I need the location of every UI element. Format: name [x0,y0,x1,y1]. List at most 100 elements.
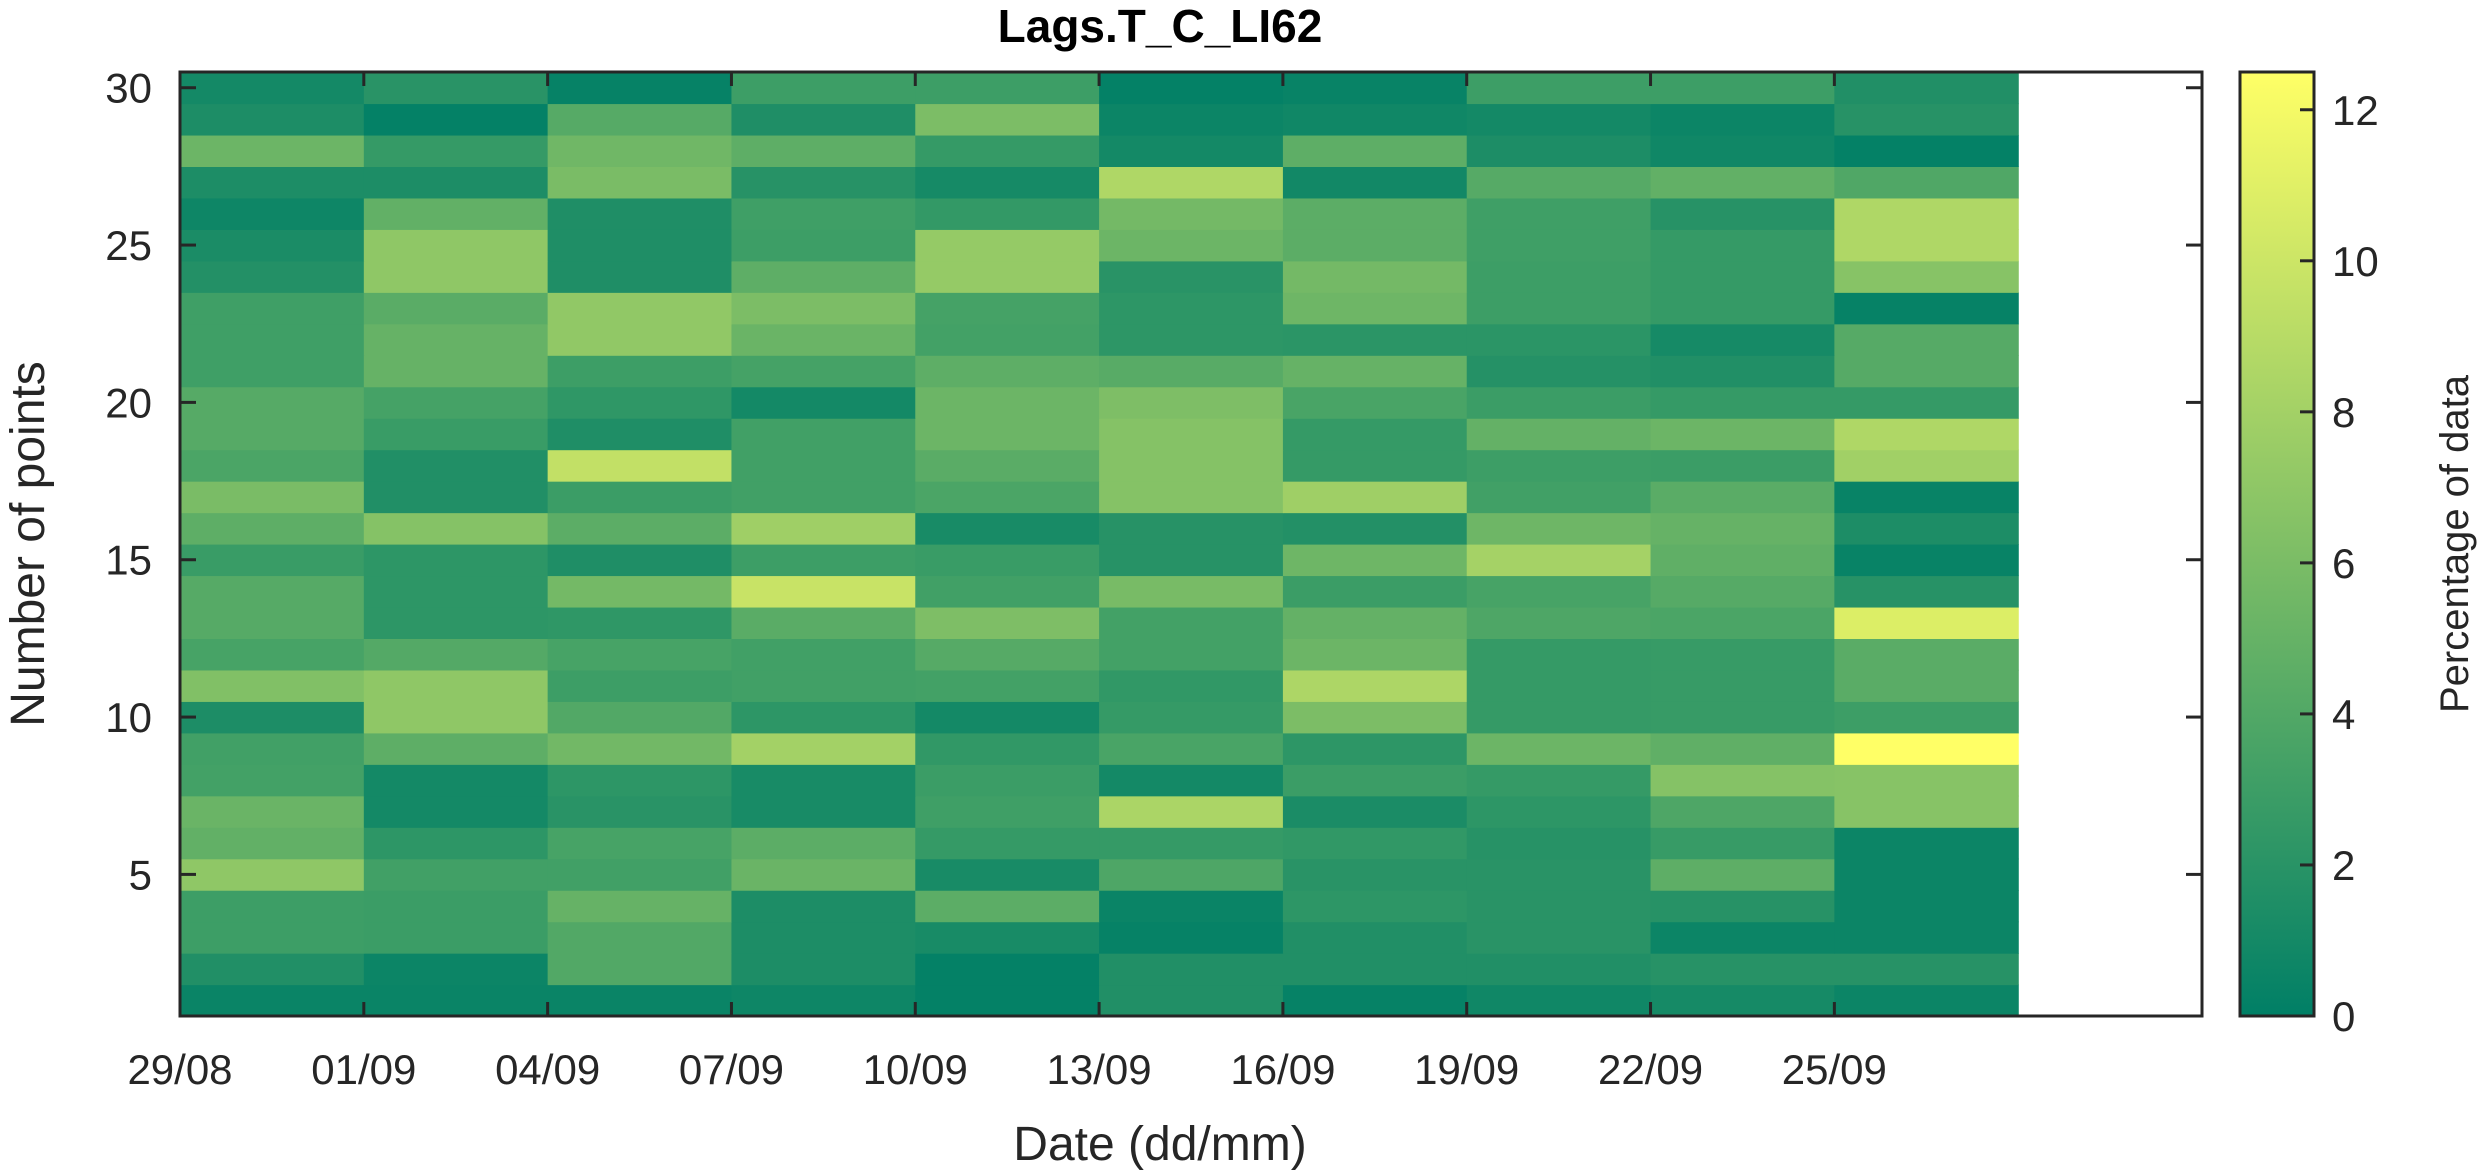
heatmap-cell [1834,890,2019,923]
heatmap-cell [1282,197,1468,230]
heatmap-cell [1834,795,2019,828]
heatmap-cell [547,890,733,923]
heatmap-cell [1834,72,2019,105]
heatmap-cell [180,984,365,1017]
heatmap-cell [915,764,1100,797]
x-tick-label: 01/09 [311,1046,416,1093]
heatmap-cell [1466,292,1652,325]
heatmap-cell [363,292,549,325]
y-tick-label: 10 [105,694,152,741]
heatmap-cell [1282,72,1468,105]
heatmap-cell [1099,764,1284,797]
heatmap-cell [547,103,733,136]
heatmap-cell [1650,795,1835,828]
heatmap-cell [731,512,916,545]
colorbar [2238,70,2316,1018]
heatmap-cell [1650,512,1835,545]
heatmap-cell [1650,386,1835,419]
heatmap-cell [1466,481,1652,514]
heatmap-cell [1282,323,1468,356]
heatmap-cell [1282,166,1468,199]
heatmap-cell [731,323,916,356]
heatmap-cell [363,984,549,1017]
chart-title: Lags.T_C_LI62 [998,0,1323,52]
heatmap-cell [180,355,365,388]
heatmap-cell [915,575,1100,608]
x-tick-label: 07/09 [679,1046,784,1093]
heatmap-cell [180,197,365,230]
heatmap-cell [915,481,1100,514]
heatmap-cell [547,858,733,891]
heatmap-cell [731,418,916,451]
heatmap-cell [1099,701,1284,734]
heatmap-cell [1099,827,1284,860]
heatmap-cell [1282,260,1468,293]
heatmap-cell [547,197,733,230]
heatmap-cell [1099,732,1284,765]
heatmap-cell [1834,449,2019,482]
heatmap-cell [1282,953,1468,986]
heatmap-cell [1282,764,1468,797]
heatmap-cell [547,512,733,545]
x-tick-label: 25/09 [1782,1046,1887,1093]
heatmap-cell [547,827,733,860]
colorbar-tick-label: 4 [2332,691,2355,738]
heatmap-cell [915,386,1100,419]
heatmap-cell [1650,606,1835,639]
heatmap-cell [1466,197,1652,230]
heatmap-cell [1466,890,1652,923]
heatmap-cell [731,260,916,293]
heatmap-cell [547,669,733,702]
heatmap-cell [915,921,1100,954]
heatmap-cell [731,953,916,986]
heatmap-cell [731,606,916,639]
heatmap-cell [1466,701,1652,734]
heatmap-cell [1099,229,1284,262]
heatmap-cell [915,795,1100,828]
heatmap-cell [731,638,916,671]
colorbar-tick-label: 0 [2332,993,2355,1040]
heatmap-cell [731,229,916,262]
heatmap-cell [1834,355,2019,388]
heatmap-cell [1466,229,1652,262]
heatmap-cell [915,260,1100,293]
x-tick-label: 22/09 [1598,1046,1703,1093]
heatmap-cell [1466,355,1652,388]
heatmap-cell [1834,229,2019,262]
heatmap-cell [1466,638,1652,671]
heatmap-cell [547,292,733,325]
heatmap-cell [547,323,733,356]
heatmap-cell [1099,544,1284,577]
y-axis-ticks: 5 10 15 20 25 30 [105,65,2202,898]
heatmap-cell [1466,386,1652,419]
heatmap-cell [1834,606,2019,639]
heatmap-cell [731,103,916,136]
heatmap-cell [915,890,1100,923]
heatmap-cell [731,355,916,388]
heatmap-cell [731,481,916,514]
heatmap-cell [1650,166,1835,199]
heatmap-cell [363,323,549,356]
heatmap-cell [1282,575,1468,608]
heatmap-cell [1466,323,1652,356]
x-tick-label: 16/09 [1230,1046,1335,1093]
heatmap-cell [731,386,916,419]
heatmap-cell [1099,638,1284,671]
heatmap-cell [363,921,549,954]
heatmap-cell [1282,103,1468,136]
heatmap-cell [180,512,365,545]
heatmap-cell [363,858,549,891]
heatmap-cell [1650,418,1835,451]
heatmap-cell [363,638,549,671]
heatmap-cell [363,890,549,923]
heatmap-cell [1650,921,1835,954]
heatmap-cell [915,606,1100,639]
heatmap-cell [1099,669,1284,702]
heatmap-cell [1282,512,1468,545]
heatmap-cell [180,732,365,765]
heatmap-cell [731,890,916,923]
heatmap-cell [1650,260,1835,293]
heatmap-cell [363,512,549,545]
heatmap-cell [1834,921,2019,954]
y-axis-label: Number of points [2,361,55,727]
